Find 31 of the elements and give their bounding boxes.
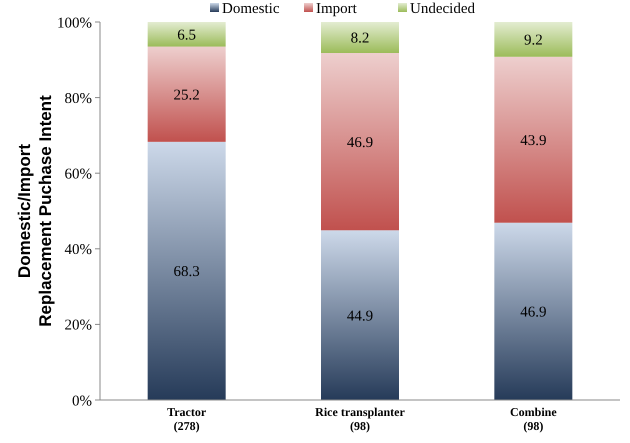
data-label: 6.5 xyxy=(177,28,196,44)
data-label: 25.2 xyxy=(174,87,200,104)
data-label: 9.2 xyxy=(524,32,543,49)
data-label: 68.3 xyxy=(174,264,200,280)
y-tick-label: 60% xyxy=(64,166,92,182)
y-axis-title: Domestic/Import Replacement Puchase Intent xyxy=(15,94,55,327)
data-label: 43.9 xyxy=(520,132,546,149)
bar xyxy=(321,230,399,400)
y-tick-label: 80% xyxy=(64,90,92,107)
data-label: 44.9 xyxy=(346,308,374,324)
bar xyxy=(494,222,572,400)
x-tick-label: Rice transplanter (98) xyxy=(315,405,406,433)
y-tick-label: 0% xyxy=(72,393,92,410)
legend-label: Import xyxy=(316,0,358,17)
y-tick-label: 40% xyxy=(64,242,92,258)
data-label: 46.9 xyxy=(346,134,374,151)
x-tick-label: Combine (98) xyxy=(510,405,558,433)
bar xyxy=(494,56,572,223)
x-tick-label: Tractor (278) xyxy=(167,405,207,433)
bar xyxy=(148,46,226,142)
y-tick-label: 100% xyxy=(57,15,92,32)
y-tick-label: 20% xyxy=(64,318,92,334)
data-label: 46.9 xyxy=(520,304,546,321)
bar xyxy=(148,142,226,400)
bar xyxy=(321,22,399,53)
legend-label: Undecided xyxy=(410,0,476,17)
data-label: 8.2 xyxy=(350,30,370,47)
bar xyxy=(148,22,226,47)
legend-label: Domestic xyxy=(222,0,280,17)
bar xyxy=(494,22,572,57)
bar xyxy=(321,52,399,230)
